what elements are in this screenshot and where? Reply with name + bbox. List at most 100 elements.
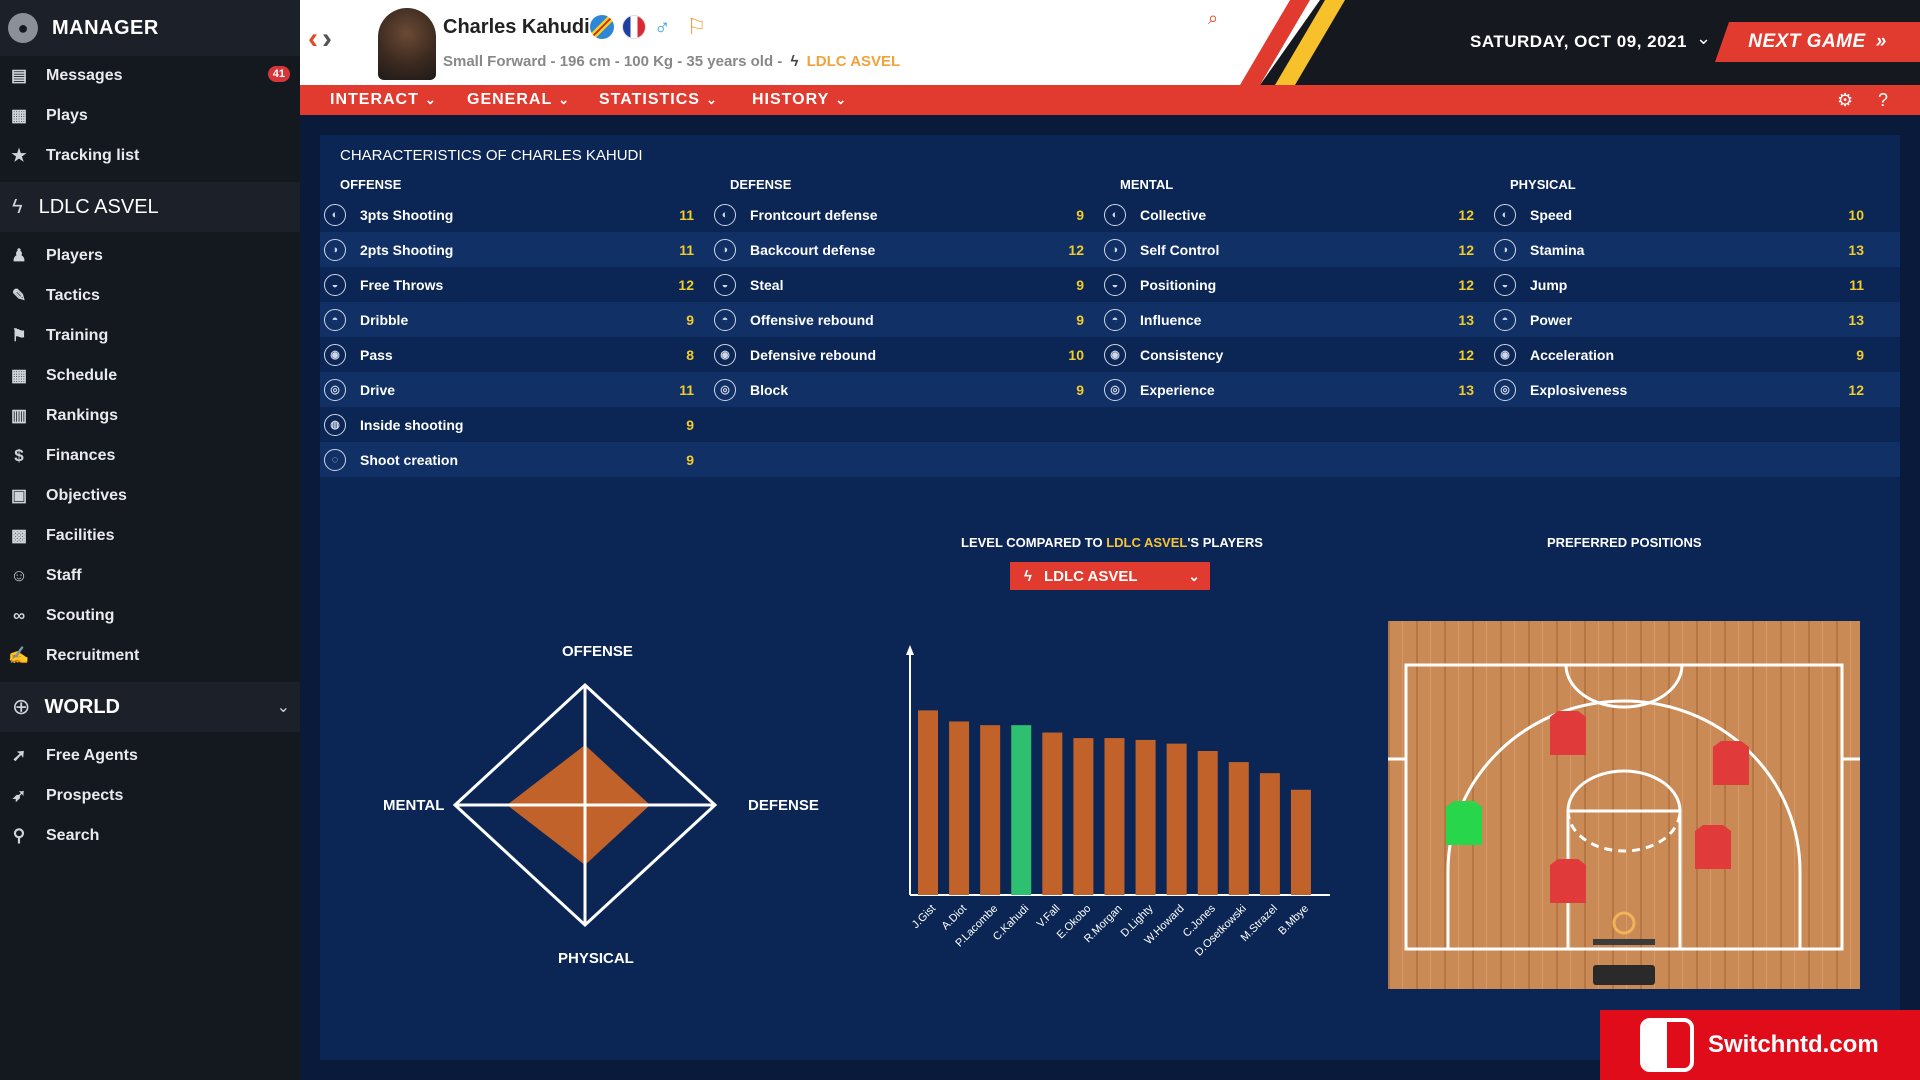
sidebar-item-rankings[interactable]: ▥ Rankings [0, 396, 300, 436]
clipboard-icon: ▦ [10, 106, 28, 125]
offense-column: OFFENSE ◐ 3pts Shooting 11 ◑ 2pts Shooting 11 ◒… [320, 177, 710, 477]
attribute-row: ◍ Inside shooting 9 [320, 407, 710, 442]
tactics-icon: ✎ [11, 286, 27, 305]
team-select[interactable]: ϟ LDLC ASVEL ⌄ [1010, 562, 1210, 590]
bar-vfall[interactable] [1042, 732, 1063, 895]
menu-general[interactable]: GENERAL ⌄ [467, 91, 570, 109]
attribute-value: 12 [1458, 346, 1474, 363]
level-comparison-heading: LEVEL COMPARED TO LDLC ASVEL'S PLAYERS [961, 535, 1263, 550]
bar-placombe[interactable] [980, 725, 1001, 895]
basket-rim-icon [1612, 911, 1636, 935]
sidebar-item-tactics[interactable]: ✎ Tactics [0, 276, 300, 316]
attribute-name: Shoot creation [360, 451, 459, 468]
attribute-value: 9 [1076, 276, 1084, 293]
bar-dosetkowski[interactable] [1228, 762, 1249, 895]
forward-arrow-icon[interactable]: › [322, 22, 332, 55]
bookmark-icon[interactable]: ⚐ [686, 14, 707, 39]
sidebar-item-scouting[interactable]: ∞ Scouting [0, 596, 300, 636]
attribute-value: 9 [686, 451, 694, 468]
club-section-label: LDLC ASVEL [38, 195, 159, 218]
attribute-row: ◑ Backcourt defense 12 [710, 232, 1100, 267]
next-game-button[interactable]: NEXT GAME » [1715, 22, 1920, 62]
attribute-value: 11 [1849, 276, 1864, 293]
sidebar-item-staff[interactable]: ☺ Staff [0, 556, 300, 596]
attribute-value: 11 [679, 381, 694, 398]
basket-board [1593, 939, 1655, 945]
attribute-icon: ◓ [1104, 308, 1126, 331]
sidebar-item-finances[interactable]: $ Finances [0, 436, 300, 476]
sidebar: ● MANAGER ▤ Messages 41 ▦ Plays ★ Tracking lis… [0, 0, 300, 1080]
attribute-value: 12 [1068, 241, 1084, 258]
bar-mstrazel[interactable] [1259, 773, 1280, 895]
bar-rmorgan[interactable] [1104, 738, 1125, 895]
sidebar-item-label: Plays [46, 107, 88, 124]
sidebar-item-free-agents[interactable]: ➚ Free Agents [0, 736, 300, 776]
attribute-name: Free Throws [360, 276, 444, 293]
bar-adiot[interactable] [949, 721, 970, 895]
sidebar-item-label: Scouting [46, 607, 115, 624]
attribute-value: 9 [686, 416, 694, 433]
attribute-icon: ◉ [1104, 343, 1126, 366]
current-date: SATURDAY, OCT 09, 2021 [1470, 32, 1687, 51]
radar-label-mental: MENTAL [383, 797, 445, 814]
bar-bmbye[interactable] [1290, 789, 1311, 895]
bar-whoward[interactable] [1166, 743, 1187, 895]
sidebar-item-prospects[interactable]: ➶ Prospects [0, 776, 300, 816]
menu-history[interactable]: HISTORY ⌄ [752, 91, 847, 109]
menu-interact[interactable]: INTERACT ⌄ [330, 91, 437, 109]
physical-heading: PHYSICAL [1510, 177, 1576, 192]
radar-label-defense: DEFENSE [748, 797, 819, 814]
sidebar-item-label: Facilities [46, 527, 115, 544]
player-info: Small Forward - 196 cm - 100 Kg - 35 yea… [443, 53, 900, 70]
sidebar-item-schedule[interactable]: ▦ Schedule [0, 356, 300, 396]
world-section[interactable]: ⊕ WORLD ⌄ [0, 682, 300, 732]
attribute-name: Pass [360, 346, 393, 363]
sidebar-item-search[interactable]: ⚲ Search [0, 816, 300, 856]
sidebar-item-tracking-list[interactable]: ★ Tracking list [0, 136, 300, 176]
sidebar-item-players[interactable]: ♟ Players [0, 236, 300, 276]
player-club-link[interactable]: LDLC ASVEL [806, 53, 901, 70]
bar-label: B.Mbye [1276, 903, 1311, 938]
sidebar-item-messages[interactable]: ▤ Messages 41 [0, 56, 300, 96]
sidebar-item-plays[interactable]: ▦ Plays [0, 96, 300, 136]
bar-cjones[interactable] [1197, 751, 1218, 895]
attribute-name: Self Control [1140, 241, 1220, 258]
search-icon[interactable]: ⌕ [1208, 8, 1219, 28]
sidebar-item-facilities[interactable]: ▩ Facilities [0, 516, 300, 556]
date-chevron-down-icon[interactable]: ⌄ [1696, 28, 1712, 48]
attribute-value: 13 [1458, 311, 1474, 328]
team-select-value: LDLC ASVEL [1043, 567, 1138, 585]
attribute-icon: ◓ [1494, 308, 1516, 331]
attribute-name: Backcourt defense [750, 241, 876, 258]
menu-statistics[interactable]: STATISTICS ⌄ [599, 91, 718, 109]
bar-jgist[interactable] [918, 710, 938, 895]
club-logo-icon: ϟ [12, 195, 23, 218]
sidebar-item-label: Free Agents [46, 747, 138, 764]
attribute-icon: ◑ [1104, 238, 1126, 261]
sidebar-item-label: Training [46, 327, 109, 344]
player-flags: ♂ ⚐ [590, 14, 706, 40]
attribute-value: 9 [1076, 206, 1084, 223]
help-icon[interactable]: ? [1878, 90, 1889, 110]
back-arrow-icon[interactable]: ‹ [308, 22, 318, 55]
calendar-icon: ▦ [10, 366, 28, 385]
club-section[interactable]: ϟ LDLC ASVEL [0, 182, 300, 232]
manager-label: MANAGER [52, 16, 159, 39]
attribute-value: 12 [678, 276, 694, 293]
bar-ckahudi[interactable] [1011, 725, 1032, 895]
sidebar-item-training[interactable]: ⚑ Training [0, 316, 300, 356]
characteristics-panel: CHARACTERISTICS OF CHARLES KAHUDI OFFENS… [320, 135, 1900, 1060]
attribute-value: 9 [1856, 346, 1864, 363]
flag-dr-congo-icon [590, 15, 614, 39]
chevron-down-icon[interactable]: ⌄ [276, 699, 290, 716]
settings-icon[interactable]: ⚙ [1837, 90, 1854, 110]
sidebar-item-objectives[interactable]: ▣ Objectives [0, 476, 300, 516]
jersey-marker-center [1550, 859, 1586, 903]
bar-dlighty[interactable] [1135, 739, 1156, 895]
attribute-icon: ◐ [324, 203, 346, 226]
bar-eokobo[interactable] [1073, 738, 1094, 895]
chevron-down-icon: ⌄ [835, 92, 848, 107]
manager-header[interactable]: ● MANAGER [0, 0, 300, 56]
sidebar-item-recruitment[interactable]: ✍ Recruitment [0, 636, 300, 676]
male-icon: ♂ [654, 14, 671, 39]
